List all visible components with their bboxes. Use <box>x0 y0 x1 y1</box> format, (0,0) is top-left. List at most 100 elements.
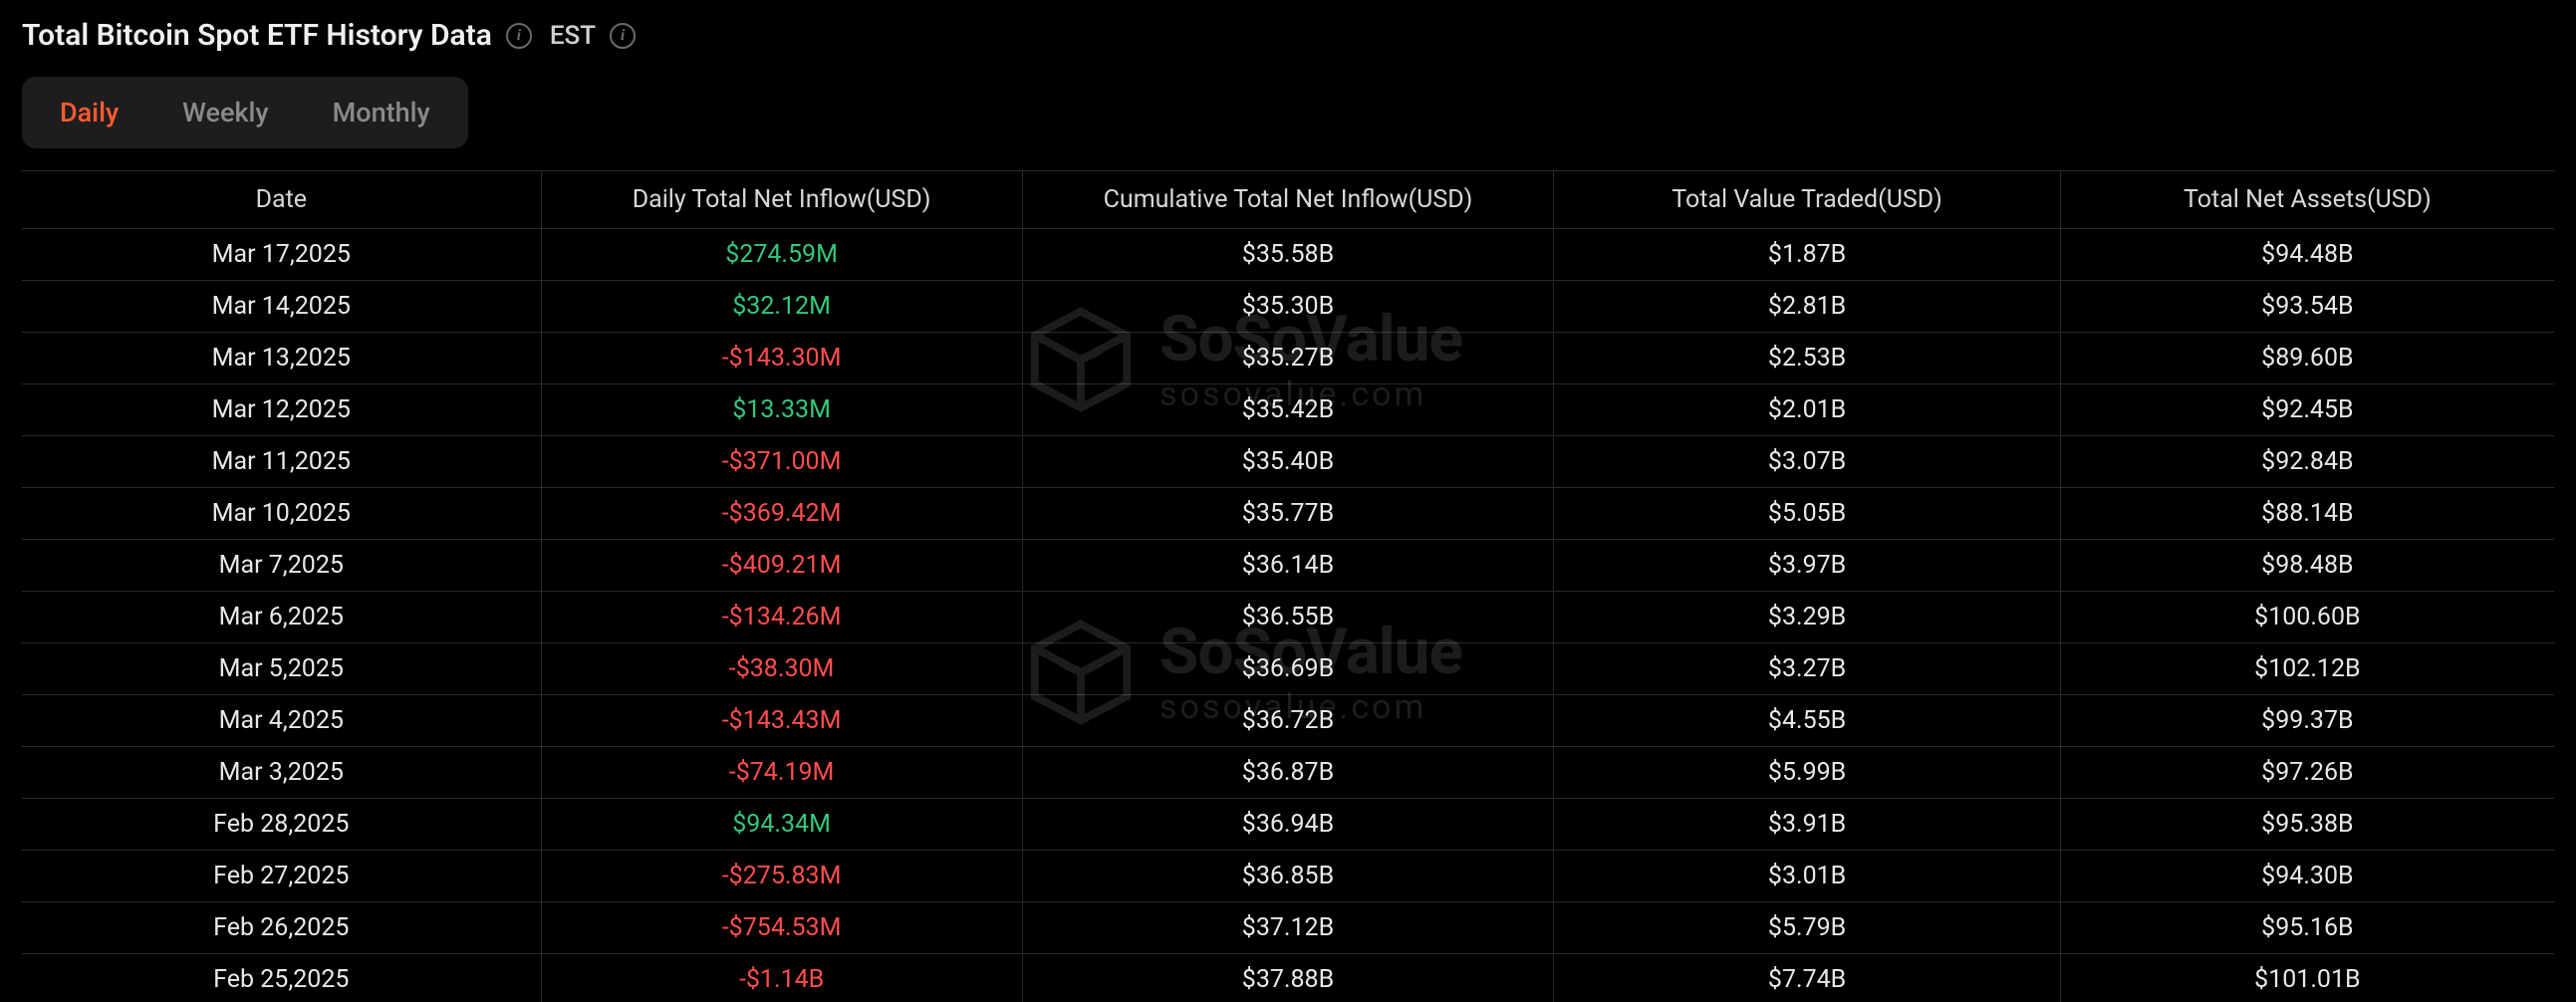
tab-daily[interactable]: Daily <box>28 83 150 142</box>
table-cell: $36.69B <box>1022 643 1554 695</box>
timezone-label: EST <box>550 21 596 51</box>
table-cell: $36.94B <box>1022 799 1554 851</box>
table-cell: $1.87B <box>1554 229 2060 281</box>
table-cell: $102.12B <box>2060 643 2554 695</box>
table-cell: Feb 25,2025 <box>22 954 541 1002</box>
table-cell: $5.05B <box>1554 488 2060 540</box>
table-row[interactable]: Mar 7,2025-$409.21M$36.14B$3.97B$98.48B <box>22 540 2554 592</box>
table-cell: $37.88B <box>1022 954 1554 1002</box>
table-cell: $88.14B <box>2060 488 2554 540</box>
table-cell: Feb 28,2025 <box>22 799 541 851</box>
table-cell: -$371.00M <box>541 436 1022 488</box>
table-cell: $94.34M <box>541 799 1022 851</box>
table-cell: $101.01B <box>2060 954 2554 1002</box>
table-row[interactable]: Mar 10,2025-$369.42M$35.77B$5.05B$88.14B <box>22 488 2554 540</box>
table-cell: $32.12M <box>541 281 1022 333</box>
table-cell: $99.37B <box>2060 695 2554 747</box>
table-cell: $89.60B <box>2060 333 2554 384</box>
tab-monthly[interactable]: Monthly <box>301 83 462 142</box>
header-row: Total Bitcoin Spot ETF History Data i ES… <box>22 18 2554 53</box>
table-row[interactable]: Feb 27,2025-$275.83M$36.85B$3.01B$94.30B <box>22 851 2554 902</box>
page-container: Total Bitcoin Spot ETF History Data i ES… <box>0 0 2576 1002</box>
table-row[interactable]: Mar 3,2025-$74.19M$36.87B$5.99B$97.26B <box>22 747 2554 799</box>
table-cell: Feb 27,2025 <box>22 851 541 902</box>
table-row[interactable]: Mar 12,2025$13.33M$35.42B$2.01B$92.45B <box>22 384 2554 436</box>
column-header[interactable]: Total Value Traded(USD) <box>1554 171 2060 229</box>
table-row[interactable]: Feb 25,2025-$1.14B$37.88B$7.74B$101.01B <box>22 954 2554 1002</box>
table-cell: Mar 3,2025 <box>22 747 541 799</box>
table-row[interactable]: Mar 14,2025$32.12M$35.30B$2.81B$93.54B <box>22 281 2554 333</box>
table-cell: $97.26B <box>2060 747 2554 799</box>
column-header[interactable]: Cumulative Total Net Inflow(USD) <box>1022 171 1554 229</box>
table-cell: $35.77B <box>1022 488 1554 540</box>
info-icon[interactable]: i <box>506 23 532 49</box>
period-tabs: Daily Weekly Monthly <box>22 77 468 148</box>
table-cell: Feb 26,2025 <box>22 902 541 954</box>
table-cell: $36.85B <box>1022 851 1554 902</box>
table-row[interactable]: Mar 4,2025-$143.43M$36.72B$4.55B$99.37B <box>22 695 2554 747</box>
column-header[interactable]: Date <box>22 171 541 229</box>
table-header-row: DateDaily Total Net Inflow(USD)Cumulativ… <box>22 171 2554 229</box>
table-cell: $95.16B <box>2060 902 2554 954</box>
table-cell: $37.12B <box>1022 902 1554 954</box>
table-cell: $4.55B <box>1554 695 2060 747</box>
table-cell: -$275.83M <box>541 851 1022 902</box>
table-cell: -$143.43M <box>541 695 1022 747</box>
table-cell: $35.27B <box>1022 333 1554 384</box>
table-cell: $93.54B <box>2060 281 2554 333</box>
table-cell: $94.30B <box>2060 851 2554 902</box>
table-cell: Mar 10,2025 <box>22 488 541 540</box>
table-cell: -$369.42M <box>541 488 1022 540</box>
column-header[interactable]: Total Net Assets(USD) <box>2060 171 2554 229</box>
table-cell: $13.33M <box>541 384 1022 436</box>
table-cell: $36.72B <box>1022 695 1554 747</box>
page-title: Total Bitcoin Spot ETF History Data <box>22 18 492 53</box>
table-cell: -$74.19M <box>541 747 1022 799</box>
table-cell: Mar 14,2025 <box>22 281 541 333</box>
table-cell: $7.74B <box>1554 954 2060 1002</box>
table-cell: $36.87B <box>1022 747 1554 799</box>
table-cell: $2.81B <box>1554 281 2060 333</box>
table-cell: $3.97B <box>1554 540 2060 592</box>
table-cell: Mar 13,2025 <box>22 333 541 384</box>
history-table: DateDaily Total Net Inflow(USD)Cumulativ… <box>22 170 2554 1002</box>
table-cell: $35.42B <box>1022 384 1554 436</box>
table-cell: Mar 11,2025 <box>22 436 541 488</box>
table-row[interactable]: Mar 6,2025-$134.26M$36.55B$3.29B$100.60B <box>22 592 2554 643</box>
table-cell: Mar 12,2025 <box>22 384 541 436</box>
table-cell: Mar 5,2025 <box>22 643 541 695</box>
table-cell: -$754.53M <box>541 902 1022 954</box>
table-cell: $5.79B <box>1554 902 2060 954</box>
table-cell: $35.40B <box>1022 436 1554 488</box>
table-body: Mar 17,2025$274.59M$35.58B$1.87B$94.48BM… <box>22 229 2554 1002</box>
table-row[interactable]: Mar 5,2025-$38.30M$36.69B$3.27B$102.12B <box>22 643 2554 695</box>
table-cell: -$143.30M <box>541 333 1022 384</box>
table-cell: $3.27B <box>1554 643 2060 695</box>
table-cell: $3.29B <box>1554 592 2060 643</box>
table-row[interactable]: Mar 17,2025$274.59M$35.58B$1.87B$94.48B <box>22 229 2554 281</box>
column-header[interactable]: Daily Total Net Inflow(USD) <box>541 171 1022 229</box>
table-cell: $35.58B <box>1022 229 1554 281</box>
table-row[interactable]: Feb 26,2025-$754.53M$37.12B$5.79B$95.16B <box>22 902 2554 954</box>
table-cell: -$1.14B <box>541 954 1022 1002</box>
table-cell: Mar 6,2025 <box>22 592 541 643</box>
table-cell: $94.48B <box>2060 229 2554 281</box>
table-cell: $35.30B <box>1022 281 1554 333</box>
table-cell: -$134.26M <box>541 592 1022 643</box>
table-cell: Mar 7,2025 <box>22 540 541 592</box>
table-cell: $100.60B <box>2060 592 2554 643</box>
table-row[interactable]: Mar 11,2025-$371.00M$35.40B$3.07B$92.84B <box>22 436 2554 488</box>
table-cell: $3.91B <box>1554 799 2060 851</box>
table-cell: Mar 4,2025 <box>22 695 541 747</box>
table-row[interactable]: Feb 28,2025$94.34M$36.94B$3.91B$95.38B <box>22 799 2554 851</box>
table-cell: $274.59M <box>541 229 1022 281</box>
table-row[interactable]: Mar 13,2025-$143.30M$35.27B$2.53B$89.60B <box>22 333 2554 384</box>
table-cell: $5.99B <box>1554 747 2060 799</box>
table-cell: $95.38B <box>2060 799 2554 851</box>
table-cell: $36.55B <box>1022 592 1554 643</box>
tab-weekly[interactable]: Weekly <box>150 83 300 142</box>
table-cell: Mar 17,2025 <box>22 229 541 281</box>
table-cell: $92.45B <box>2060 384 2554 436</box>
info-icon[interactable]: i <box>610 23 636 49</box>
table-cell: -$38.30M <box>541 643 1022 695</box>
